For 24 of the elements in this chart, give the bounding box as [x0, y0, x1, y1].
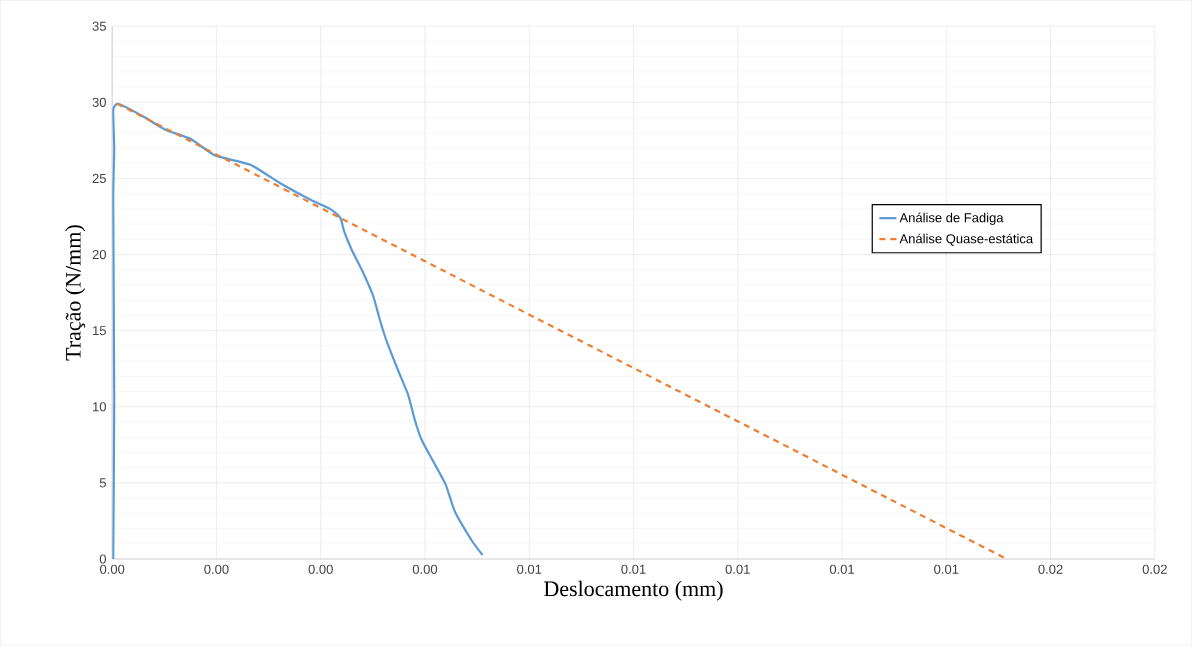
x-tick-label: 0.02 — [1038, 564, 1063, 574]
x-tick-label: 0.00 — [100, 564, 125, 574]
x-tick-label: 0.01 — [517, 564, 542, 574]
x-tick-label: 0.01 — [725, 564, 750, 574]
x-tick-label: 0.01 — [829, 564, 855, 574]
y-tick-label: 35 — [92, 21, 106, 31]
line-series — [112, 102, 484, 559]
y-axis-title: Tração (N/mm) — [65, 225, 86, 361]
x-tick-label: 0.01 — [934, 564, 959, 574]
x-tick-label: 0.00 — [204, 564, 229, 574]
x-tick-label: 0.02 — [1142, 564, 1167, 574]
x-tick-label: 0.00 — [412, 564, 438, 574]
x-tick-label: 0.01 — [621, 564, 646, 574]
x-axis-title: Deslocamento (mm) — [544, 580, 723, 601]
y-tick-label: 5 — [99, 478, 106, 488]
y-tick-label: 10 — [93, 402, 106, 412]
y-tick-label: 0 — [99, 554, 107, 564]
x-tick-label: 0.00 — [308, 564, 333, 574]
legend-label: Análise de Fadiga — [899, 212, 1004, 225]
legend-label: Análise Quase-estática — [899, 233, 1034, 246]
y-tick-label: 15 — [93, 326, 106, 336]
y-tick-label: 25 — [92, 173, 106, 183]
y-tick-label: 30 — [92, 97, 106, 107]
y-tick-label: 20 — [92, 249, 106, 260]
